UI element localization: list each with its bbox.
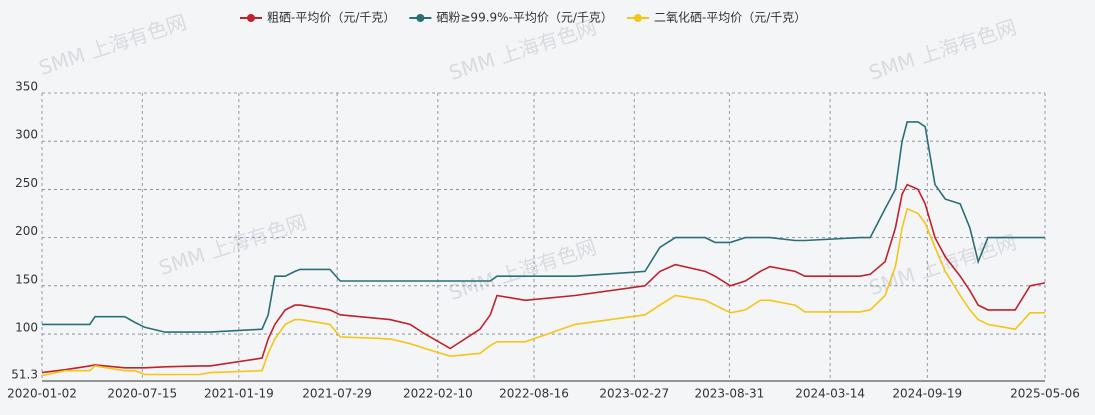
y-tick-label: 300 [15, 128, 38, 142]
watermark: SMM 上海有色网 [866, 15, 1019, 85]
y-tick-label: 51.3 [11, 368, 38, 382]
x-tick-label: 2022-02-10 [403, 387, 473, 401]
x-tick-label: 2023-08-31 [694, 387, 764, 401]
x-tick-label: 2025-05-06 [1010, 387, 1080, 401]
legend-label: 粗硒-平均价（元/千克） [267, 11, 395, 25]
y-tick-label: 150 [15, 272, 38, 286]
legend-label: 二氧化硒-平均价（元/千克） [654, 11, 806, 25]
x-tick-label: 2023-02-27 [599, 387, 669, 401]
legend-marker [247, 14, 255, 22]
watermark: SMM 上海有色网 [446, 235, 599, 305]
x-tick-label: 2021-07-29 [302, 387, 372, 401]
legend-marker [633, 14, 642, 22]
x-tick-label: 2022-08-16 [499, 387, 569, 401]
watermark: SMM 上海有色网 [156, 210, 309, 280]
y-tick-label: 250 [15, 176, 38, 190]
x-tick-label: 2024-09-19 [892, 387, 962, 401]
legend-label: 硒粉≥99.9%-平均价（元/千克） [436, 11, 613, 25]
series-line [42, 121, 1045, 333]
x-tick-label: 2020-01-02 [7, 387, 77, 401]
legend-marker [416, 14, 425, 22]
y-tick-label: 200 [15, 224, 38, 238]
y-tick-label: 350 [15, 80, 38, 94]
x-tick-label: 2021-01-19 [204, 387, 274, 401]
series-line [41, 183, 1046, 374]
x-tick-label: 2024-03-14 [795, 387, 865, 401]
watermark: SMM 上海有色网 [36, 10, 189, 80]
watermark: SMM 上海有色网 [446, 15, 599, 85]
y-tick-label: 100 [15, 321, 38, 335]
x-tick-label: 2020-07-15 [107, 387, 177, 401]
series-line [41, 207, 1045, 377]
